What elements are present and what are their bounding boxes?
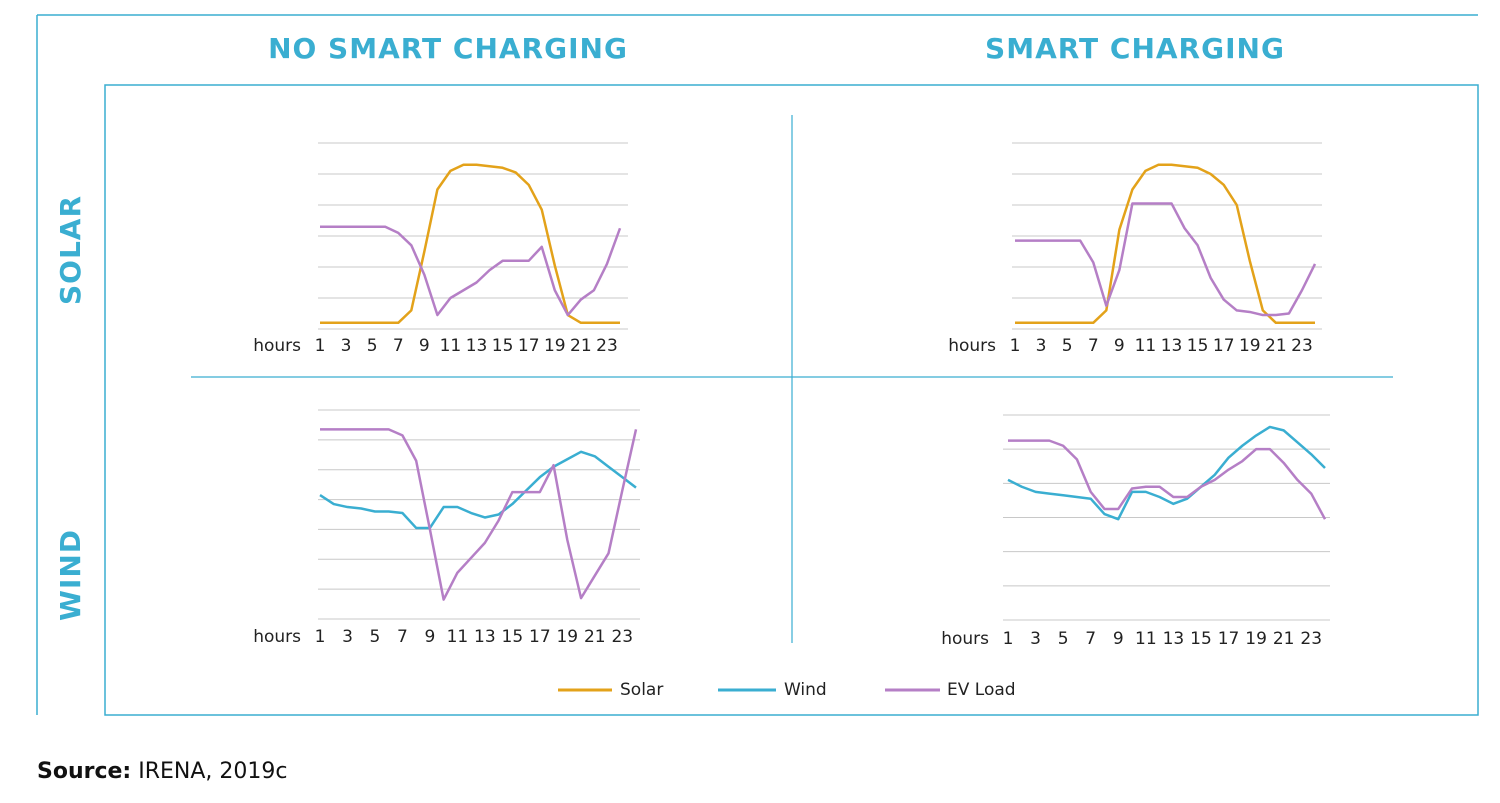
series-line (320, 428, 638, 601)
x-tick-label: 13 (1163, 629, 1185, 649)
legend-label: Solar (620, 680, 663, 700)
series-line (320, 225, 622, 317)
x-tick-label: 21 (570, 336, 592, 356)
x-tick-label: 23 (1300, 629, 1322, 649)
series-line (320, 163, 620, 325)
x-tick-label: 15 (1190, 629, 1212, 649)
x-tick-label: 21 (584, 627, 606, 647)
series-line (1015, 163, 1315, 325)
x-tick-label: 13 (1161, 336, 1183, 356)
x-tick-label: 21 (1273, 629, 1295, 649)
x-tick-label: 21 (1265, 336, 1287, 356)
x-tick-label: 5 (367, 336, 378, 356)
x-axis-label: hours (253, 336, 301, 356)
x-tick-label: 7 (1088, 336, 1099, 356)
x-tick-label: 1 (1003, 629, 1014, 649)
source: Source: IRENA, 2019c (37, 759, 288, 784)
legend-label: EV Load (947, 680, 1016, 700)
x-axis-label: hours (948, 336, 996, 356)
x-tick-label: 7 (393, 336, 404, 356)
x-tick-label: 11 (1135, 336, 1157, 356)
x-tick-label: 17 (1213, 336, 1235, 356)
x-axis-label: hours (253, 627, 301, 647)
x-tick-label: 7 (397, 627, 408, 647)
x-tick-label: 19 (1245, 629, 1267, 649)
x-tick-label: 3 (1030, 629, 1041, 649)
x-tick-label: 5 (1062, 336, 1073, 356)
x-tick-label: 1 (315, 627, 326, 647)
series-line (1007, 425, 1326, 521)
column-title: SMART CHARGING (985, 32, 1285, 65)
series-line (1015, 202, 1317, 317)
column-title: NO SMART CHARGING (268, 32, 628, 65)
x-tick-label: 13 (466, 336, 488, 356)
x-tick-label: 19 (1239, 336, 1261, 356)
panel-frame (104, 84, 1479, 716)
x-tick-label: 15 (502, 627, 524, 647)
x-tick-label: 15 (492, 336, 514, 356)
x-tick-label: 7 (1085, 629, 1096, 649)
x-tick-label: 17 (518, 336, 540, 356)
x-tick-label: 23 (1291, 336, 1313, 356)
x-tick-label: 23 (596, 336, 618, 356)
x-tick-label: 15 (1187, 336, 1209, 356)
x-tick-label: 11 (440, 336, 462, 356)
x-tick-label: 23 (611, 627, 633, 647)
x-tick-label: 3 (342, 627, 353, 647)
series-line (1008, 439, 1327, 520)
x-tick-label: 17 (1218, 629, 1240, 649)
x-tick-label: 9 (424, 627, 435, 647)
x-tick-label: 13 (474, 627, 496, 647)
x-tick-label: 9 (419, 336, 430, 356)
x-tick-label: 3 (1036, 336, 1047, 356)
x-tick-label: 17 (529, 627, 551, 647)
x-tick-label: 19 (556, 627, 578, 647)
x-tick-label: 11 (447, 627, 469, 647)
x-tick-label: 9 (1113, 629, 1124, 649)
series-line (319, 450, 637, 530)
x-tick-label: 11 (1135, 629, 1157, 649)
row-title: WIND (54, 529, 87, 621)
x-tick-label: 5 (1058, 629, 1069, 649)
x-tick-label: 1 (1010, 336, 1021, 356)
x-tick-label: 19 (544, 336, 566, 356)
x-tick-label: 9 (1114, 336, 1125, 356)
x-tick-label: 5 (370, 627, 381, 647)
x-axis-label: hours (941, 629, 989, 649)
x-tick-label: 1 (315, 336, 326, 356)
source-text: IRENA, 2019c (138, 759, 287, 784)
legend-label: Wind (784, 680, 827, 700)
source-label: Source: (37, 759, 131, 784)
row-title: SOLAR (54, 195, 87, 305)
x-tick-label: 3 (341, 336, 352, 356)
